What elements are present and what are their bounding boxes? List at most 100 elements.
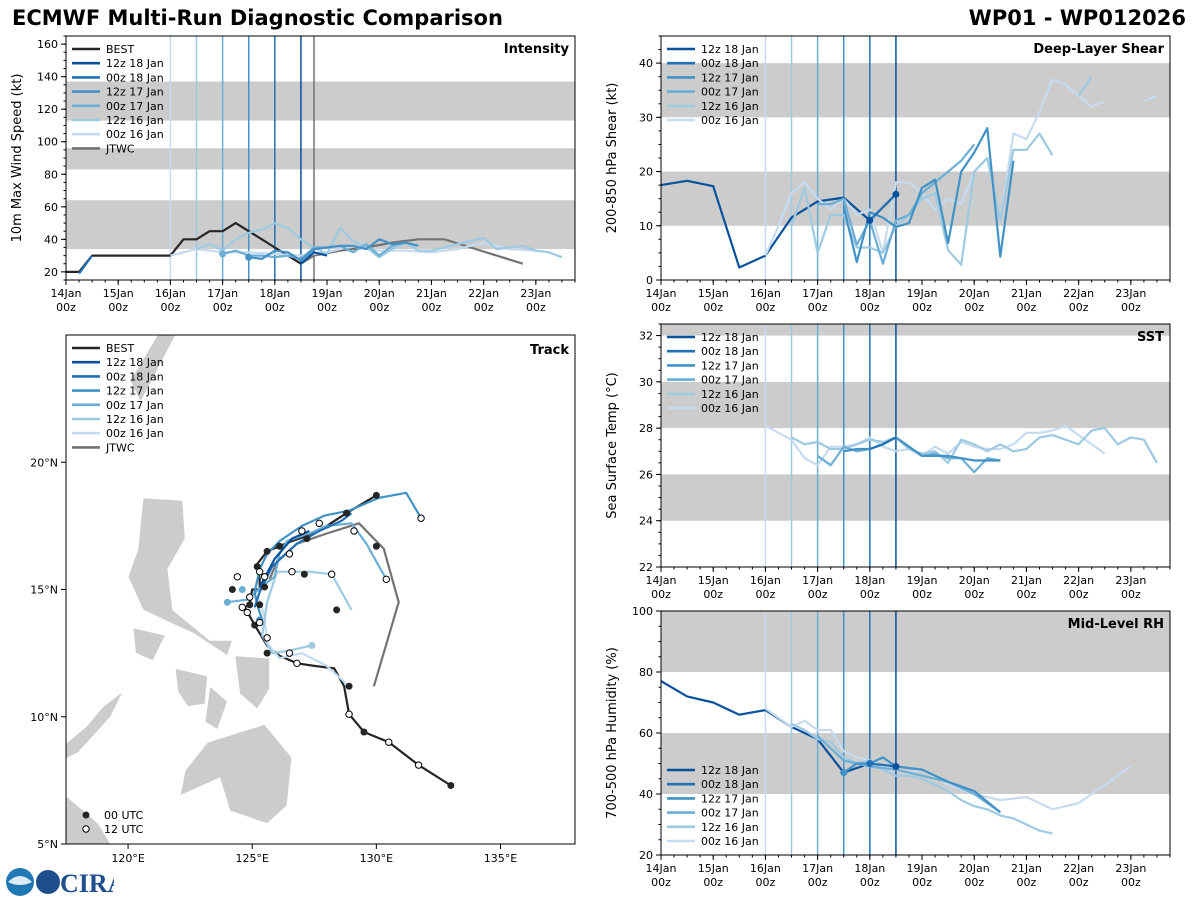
marker-legend-00-icon [82,811,90,819]
track-panel: 120°E 125°E 130°E 135°E 5°N 10°N 15°N 20°N Track… [30,334,576,865]
rh-xtick-label: 00z [1069,876,1089,889]
intensity-legend-label: 12z 18 Jan [106,57,164,70]
rh-point [866,760,874,767]
track-xtick-label: 130°E [360,852,393,865]
marker-legend-00-label: 00 UTC [104,809,144,822]
sst-xtick-label: 23Jan [1115,574,1146,587]
rh-band-1 [661,611,1170,672]
shear-legend-label: 00z 18 Jan [701,57,759,70]
rh-point [892,763,900,771]
track-legend-label: 00z 16 Jan [106,427,164,440]
intensity-legend-label: 12z 17 Jan [106,86,164,99]
intensity-xtick-label: 00z [422,301,442,314]
rh-ytick-label: 60 [639,727,653,740]
sst-ytick-label: 30 [639,376,653,389]
rh-ytick-label: 40 [639,788,653,801]
rh-xtick-label: 20Jan [959,862,990,875]
rh-xtick-label: 00z [964,876,984,889]
track-marker-00utc [345,682,353,690]
sst-ytick-label: 32 [639,330,653,343]
shear-series-line [764,78,1158,257]
sst-legend-label: 00z 16 Jan [701,402,759,415]
track-marker-12utc [327,570,336,578]
shear-point [892,190,900,198]
rh-xtick-label: 00z [1121,876,1141,889]
track-marker-12utc [382,575,390,584]
rh-xtick-label: 00z [651,876,671,889]
track-legend-label: 12z 17 Jan [106,385,164,398]
track-marker-12utc [417,514,425,522]
rh-xtick-label: 19Jan [907,862,938,875]
intensity-series-line [300,251,328,265]
shear-ytick-label: 20 [639,166,653,179]
land-polygon [204,685,228,731]
shear-xtick-label: 00z [703,301,723,314]
intensity-series-line [248,238,419,262]
shear-band-0 [661,171,1170,226]
sst-band-1 [661,381,1170,429]
shear-xtick-label: 00z [860,301,880,314]
sst-ytick-label: 24 [639,515,653,528]
track-xtick-label: 125°E [235,852,268,865]
track-legend-label: 00z 18 Jan [106,370,164,383]
shear-xtick-label: 21Jan [1011,287,1042,300]
sst-series-line [790,427,1158,464]
rh-series-line [869,762,897,768]
shear-legend-label: 12z 17 Jan [701,71,759,84]
rh-legend-label: 00z 17 Jan [701,807,759,820]
track-xtick-label: 120°E [111,852,144,865]
page-title: ECMWF Multi-Run Diagnostic Comparison [12,6,503,30]
rh-xtick-label: 23Jan [1115,862,1146,875]
storm-id: WP01 - WP012026 [968,6,1186,30]
sst-ytick-label: 26 [639,468,653,481]
sst-legend-label: 12z 17 Jan [701,359,759,372]
sst-legend-label: 00z 18 Jan [701,345,759,358]
rh-xtick-label: 00z [808,876,828,889]
rh-band-0 [661,733,1170,794]
intensity-series-line [66,222,302,273]
shear-xtick-label: 00z [912,301,932,314]
rh-legend-label: 12z 16 Jan [701,821,759,834]
track-legend-label: 12z 18 Jan [106,356,164,369]
sst-xtick-label: 00z [808,588,828,601]
intensity-xtick-label: 19Jan [312,287,343,300]
shear-xtick-label: 00z [651,301,671,314]
intensity-plot-area [66,36,575,280]
intensity-xtick-label: 18Jan [259,287,290,300]
sst-xtick-label: 16Jan [750,574,781,587]
shear-xtick-label: 00z [1121,301,1141,314]
shear-xtick-label: 19Jan [907,287,938,300]
sst-band-2 [661,324,1170,336]
intensity-xtick-label: 00z [317,301,337,314]
sst-xtick-label: 00z [703,588,723,601]
track-run-marker [238,586,246,593]
track-marker-12utc [243,608,251,617]
track-marker-00utc [300,570,308,578]
rh-xtick-label: 00z [860,876,880,889]
track-legend-label: JTWC [105,441,135,454]
rh-xtick-label: 17Jan [802,862,833,875]
rh-series-line [791,722,1053,835]
sst-xtick-label: 00z [964,588,984,601]
sst-xtick-label: 00z [860,588,880,601]
track-marker-12utc [414,761,423,769]
rh-xtick-label: 00z [1017,876,1037,889]
sst-ytick-label: 22 [639,561,653,574]
track-title: Track [530,343,569,358]
shear-ytick-label: 10 [639,220,653,233]
shear-xtick-label: 20Jan [959,287,990,300]
intensity-band-2 [66,81,575,121]
track-marker-12utc [285,550,294,558]
sst-ytick-label: 28 [639,422,653,435]
track-marker-12utc [298,527,306,535]
sst-xtick-label: 00z [912,588,932,601]
shear-series-line [661,179,897,269]
rh-panel: 2040608010014Jan00z15Jan00z16Jan00z17Jan… [605,605,1171,889]
sst-series-line [869,436,897,451]
intensity-xtick-label: 00z [108,301,128,314]
land-polygon [132,627,166,662]
track-marker-12utc [385,738,393,746]
shear-title: Deep-Layer Shear [1033,42,1164,57]
shear-series-line [817,143,976,265]
